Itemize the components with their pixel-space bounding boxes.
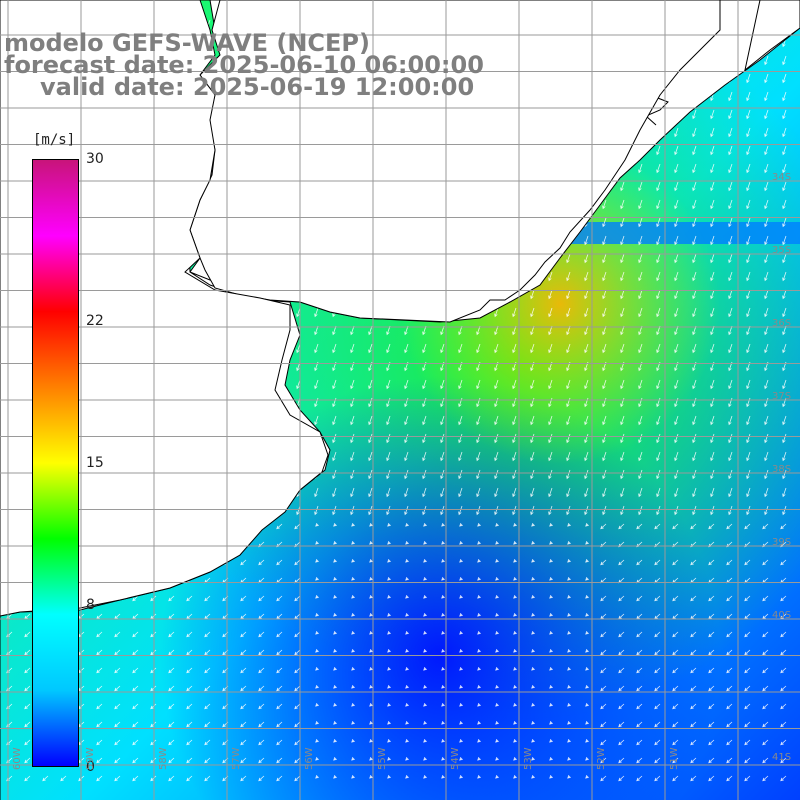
lat-label-41s: 41S: [772, 752, 792, 763]
lat-label-40s: 40S: [772, 610, 792, 621]
lat-label-35s: 35S: [772, 245, 792, 256]
lon-label-55w: 55W: [377, 747, 388, 770]
colorbar-tick-8: 8: [86, 596, 95, 613]
lon-label-51w: 51W: [669, 747, 680, 770]
model-title: modelo GEFS-WAVE (NCEP): [4, 29, 370, 57]
lon-label-56w: 56W: [304, 747, 315, 770]
lon-label-57w: 57W: [231, 747, 242, 770]
lon-label-53w: 53W: [523, 747, 534, 770]
colorbar-tick-0: 0: [86, 759, 95, 775]
colorbar-tick-30: 30: [86, 151, 104, 167]
lon-label-60w: 60W: [12, 747, 23, 770]
lat-label-38s: 38S: [772, 464, 792, 475]
valid-date: valid date: 2025-06-19 12:00:00: [40, 73, 475, 101]
lon-label-58w: 58W: [158, 747, 169, 770]
lon-label-54w: 54W: [450, 747, 461, 770]
lat-label-34s: 34S: [772, 172, 792, 183]
coastline-lagoon: [645, 94, 669, 126]
lat-label-37s: 37S: [772, 391, 792, 402]
lat-label-39s: 39S: [772, 537, 792, 548]
forecast-date: forecast date: 2025-06-10 06:00:00: [4, 51, 484, 79]
colorbar-tick-15: 15: [86, 455, 104, 471]
lon-label-52w: 52W: [596, 747, 607, 770]
colorbar-unit: [m/s]: [33, 132, 76, 148]
lat-label-36s: 36S: [772, 318, 792, 329]
colorbar-tick-22: 22: [86, 313, 104, 330]
lon-label-59w: 59W: [85, 747, 96, 770]
colorbar: [32, 159, 79, 767]
